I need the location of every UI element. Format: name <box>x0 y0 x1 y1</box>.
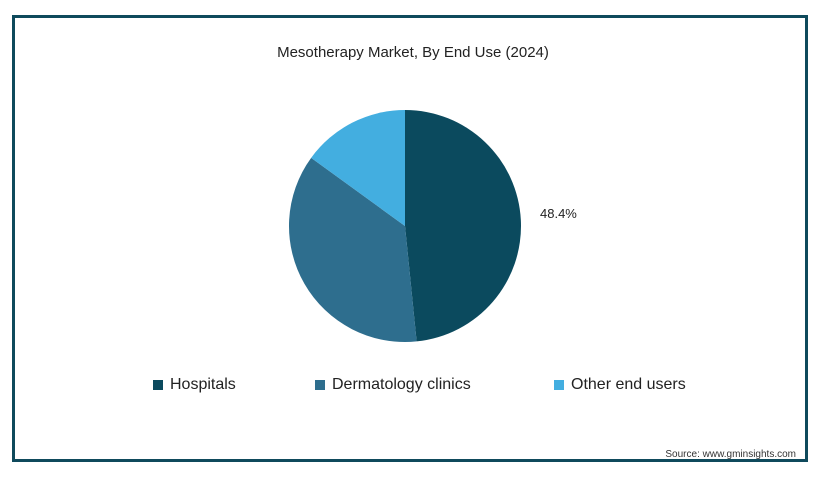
chart-title: Mesotherapy Market, By End Use (2024) <box>277 44 549 61</box>
legend-item-hospitals: Hospitals <box>153 376 236 394</box>
legend: Hospitals Dermatology clinics Other end … <box>0 376 826 398</box>
pie-slice-hospitals <box>405 110 521 342</box>
pie-slice-other-end-users <box>311 110 405 226</box>
legend-item-other-end-users: Other end users <box>554 376 686 394</box>
source-note: Source: www.gminsights.com <box>665 449 796 460</box>
legend-label-other-end-users: Other end users <box>571 376 686 393</box>
legend-label-dermatology-clinics: Dermatology clinics <box>332 376 471 393</box>
legend-swatch-hospitals <box>153 380 163 390</box>
legend-item-dermatology-clinics: Dermatology clinics <box>315 376 471 394</box>
legend-swatch-dermatology-clinics <box>315 380 325 390</box>
legend-swatch-other-end-users <box>554 380 564 390</box>
legend-label-hospitals: Hospitals <box>170 376 236 393</box>
slice-label-hospitals: 48.4% <box>540 206 577 221</box>
pie-slice-dermatology-clinics <box>289 157 417 342</box>
